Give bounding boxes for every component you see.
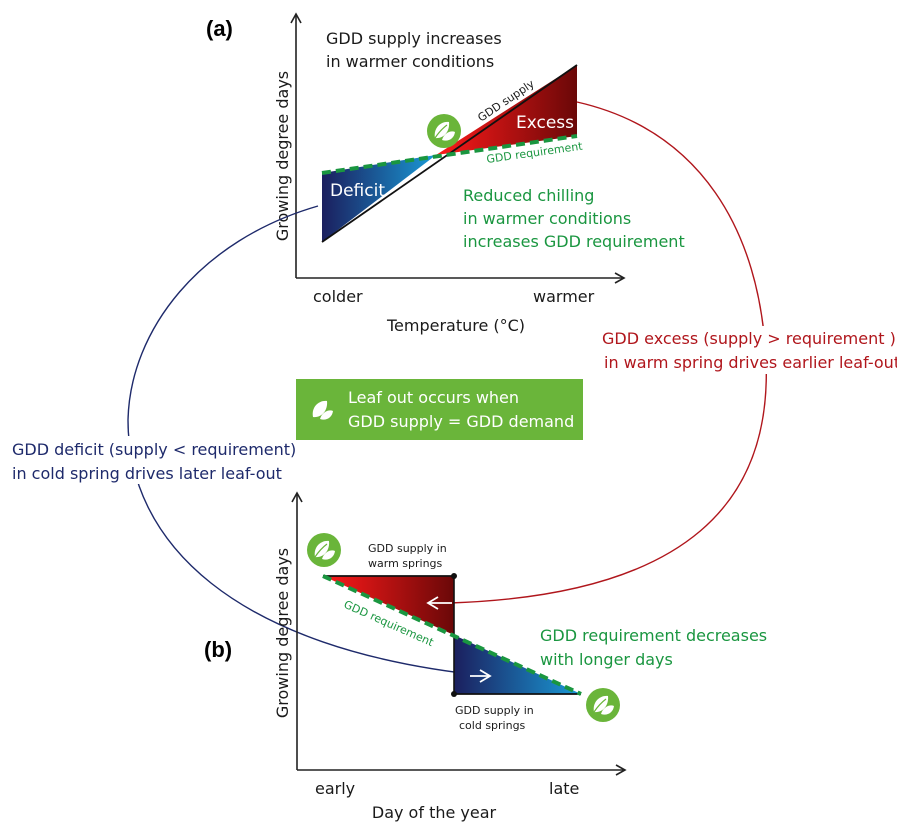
callout-box xyxy=(296,379,583,440)
panel-b-warm-point xyxy=(451,573,457,579)
right-note-line-1: GDD excess (supply > requirement ) xyxy=(602,329,896,348)
left-note-line-1: GDD deficit (supply < requirement) xyxy=(12,440,296,459)
panel-a-note-chill-3: increases GDD requirement xyxy=(463,232,685,251)
left-note: GDD deficit (supply < requirement) in co… xyxy=(8,436,296,484)
panel-a-note-chill-1: Reduced chilling xyxy=(463,186,594,205)
leaf-icon xyxy=(585,687,621,723)
panel-b-y-axis-label: Growing degree days xyxy=(273,548,292,718)
panel-a-excess-wedge xyxy=(436,65,577,155)
panel-b-x-axis-label: Day of the year xyxy=(372,803,497,822)
panel-a-note-supply-2: in warmer conditions xyxy=(326,52,494,71)
left-note-bg xyxy=(8,436,290,484)
panel-b-cold-label-2: cold springs xyxy=(459,719,526,732)
panel-b-cold-point xyxy=(451,691,457,697)
left-note-line-2: in cold spring drives later leaf-out xyxy=(12,464,282,483)
leaf-out-callout: Leaf out occurs when GDD supply = GDD de… xyxy=(296,379,583,440)
right-note: GDD excess (supply > requirement ) in wa… xyxy=(596,326,897,374)
panel-b: (b) Growing degree days early late Day o… xyxy=(204,491,767,822)
panel-b-note-2: with longer days xyxy=(540,650,673,669)
right-note-bg xyxy=(596,326,888,374)
callout-line-1: Leaf out occurs when xyxy=(348,388,519,407)
panel-a-x-tick-left: colder xyxy=(313,287,363,306)
panel-a: (a) Growing degree days colder warmer Te… xyxy=(206,12,685,335)
panel-b-warm-label-2: warm springs xyxy=(368,557,443,570)
panel-b-note-1: GDD requirement decreases xyxy=(540,626,767,645)
panel-a-label: (a) xyxy=(206,16,233,41)
leaf-icon xyxy=(426,113,462,149)
panel-a-note-chill-2: in warmer conditions xyxy=(463,209,631,228)
panel-a-excess-label: Excess xyxy=(516,113,574,133)
panel-b-x-tick-left: early xyxy=(315,779,355,798)
panel-a-deficit-wedge xyxy=(322,155,436,242)
panel-a-y-axis-label: Growing degree days xyxy=(273,71,292,241)
right-note-line-2: in warm spring drives earlier leaf-out xyxy=(604,353,897,372)
panel-b-warm-label-1: GDD supply in xyxy=(368,542,447,555)
panel-b-x-tick-right: late xyxy=(549,779,579,798)
leaf-icon xyxy=(306,532,342,568)
panel-a-note-supply-1: GDD supply increases xyxy=(326,29,502,48)
leaf-icon xyxy=(306,394,338,426)
panel-a-deficit-label: Deficit xyxy=(330,181,385,201)
panel-a-requirement-line xyxy=(321,134,578,175)
callout-line-2: GDD supply = GDD demand xyxy=(348,412,574,431)
panel-a-x-axis-label: Temperature (°C) xyxy=(386,316,525,335)
panel-a-x-tick-right: warmer xyxy=(533,287,595,306)
panel-b-label: (b) xyxy=(204,637,232,662)
panel-b-cold-label-1: GDD supply in xyxy=(455,704,534,717)
panel-b-requirement-line xyxy=(322,574,582,696)
